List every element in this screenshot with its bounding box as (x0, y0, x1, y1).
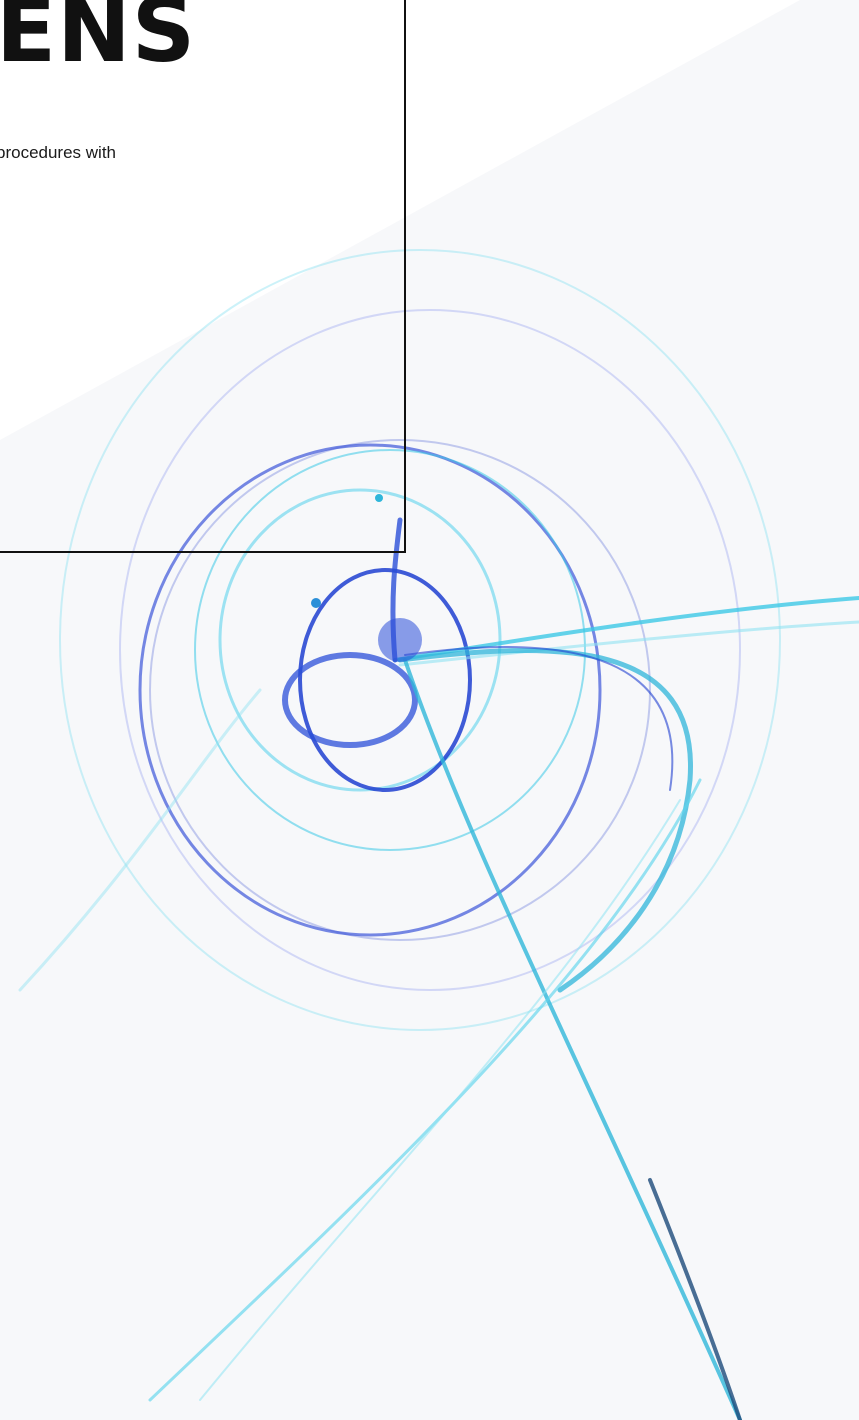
beam-down-dark (648, 1178, 742, 1420)
outer-ring-1 (59, 249, 781, 1031)
dot-2 (375, 494, 383, 502)
loop-right (397, 648, 693, 993)
hero-title: ENS (0, 0, 197, 82)
ring-blue-core (298, 568, 472, 792)
ring-blue-core-2 (282, 652, 418, 748)
core-glow (378, 618, 422, 662)
hero-card: ENS procedures with (0, 0, 406, 553)
streak-right-2 (398, 620, 859, 667)
ring-cyan-mid (194, 449, 586, 851)
outer-ring-3 (149, 439, 651, 941)
wisp-left (18, 688, 262, 992)
outer-ring-2 (119, 309, 741, 991)
hero-description: procedures with (0, 143, 117, 162)
streak-right (393, 596, 859, 662)
ring-blue-large (138, 443, 602, 937)
beam-left-2 (199, 799, 681, 1401)
beam-left (148, 778, 702, 1402)
beam-down (403, 658, 742, 1420)
dot-1 (311, 598, 321, 608)
ring-cyan-inner (218, 488, 502, 792)
loop-right-2 (404, 646, 674, 791)
